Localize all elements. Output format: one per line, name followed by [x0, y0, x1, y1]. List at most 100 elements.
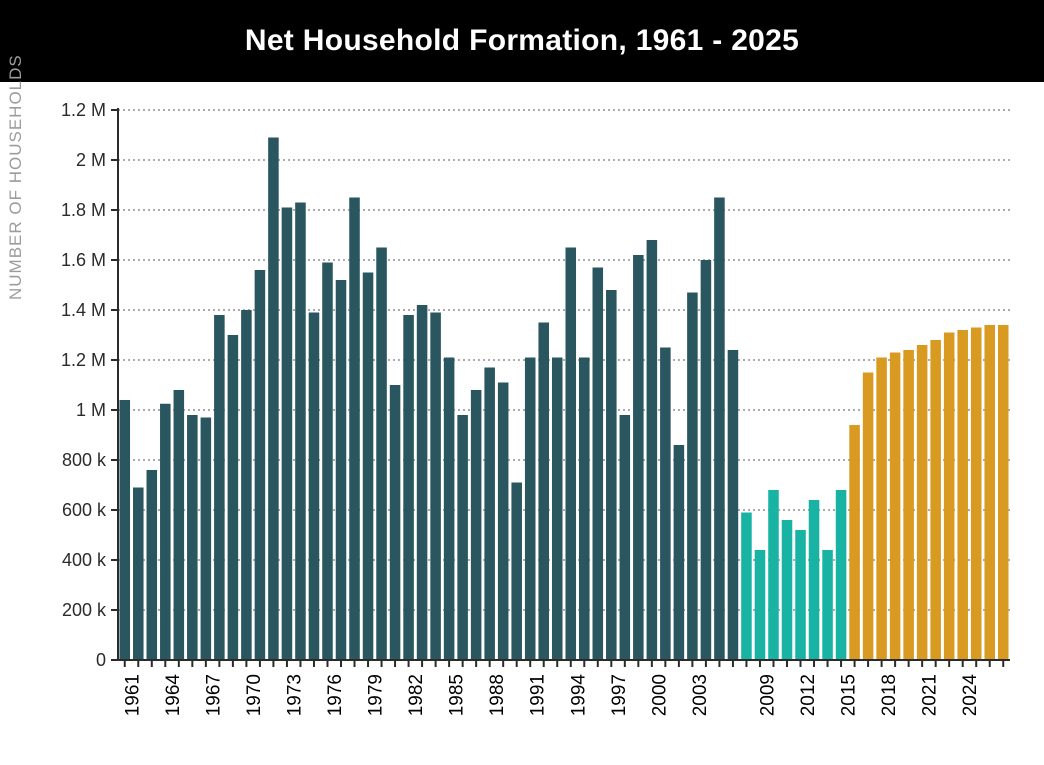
bar [957, 330, 968, 660]
x-tick-label: 2000 [649, 674, 670, 716]
y-tick-label: 1 M [76, 400, 106, 420]
x-tick-label: 1985 [447, 674, 468, 716]
bar [687, 293, 698, 661]
x-tick-label: 1994 [568, 674, 589, 717]
x-tick-label: 1973 [284, 674, 305, 716]
bar [119, 400, 130, 660]
bar [593, 268, 604, 661]
bar [876, 358, 887, 661]
bar [214, 315, 225, 660]
bar [606, 290, 617, 660]
bar [930, 340, 941, 660]
bar [768, 490, 779, 660]
y-tick-label: 0 [96, 650, 106, 670]
bar [147, 470, 158, 660]
x-tick-label: 1982 [406, 674, 427, 716]
bar [174, 390, 185, 660]
y-tick-label: 1.6 M [61, 250, 106, 270]
bar [795, 530, 806, 660]
bar [903, 350, 914, 660]
y-tick-label: 200 k [62, 600, 107, 620]
y-tick-label: 800 k [62, 450, 107, 470]
x-tick-label: 2018 [879, 674, 900, 716]
bar [849, 425, 860, 660]
bar [714, 198, 725, 661]
bar [255, 270, 266, 660]
bar [282, 208, 293, 661]
bar [484, 368, 495, 661]
bar [552, 358, 563, 661]
x-tick-label: 1961 [122, 674, 143, 716]
x-tick-label: 1967 [203, 674, 224, 716]
bar [417, 305, 428, 660]
bar [498, 383, 509, 661]
y-tick-label: 1.2 M [61, 100, 106, 120]
x-tick-label: 2024 [960, 674, 981, 717]
x-tick-label: 2009 [757, 674, 778, 716]
bar [403, 315, 414, 660]
chart-area: 0 200 k 400 k 600 k 800 k 1 M 1.2 M 1.4 M 1.6 M 1… [0, 82, 1044, 765]
bar [376, 248, 387, 661]
bar [538, 323, 549, 661]
x-tick-label: 2015 [839, 674, 860, 716]
bar [430, 313, 441, 661]
y-tick-label: 1.4 M [61, 300, 106, 320]
bar [741, 513, 752, 661]
bar [471, 390, 482, 660]
bar [295, 203, 306, 661]
bar [647, 240, 658, 660]
bar [565, 248, 576, 661]
bar [674, 445, 685, 660]
x-tick-label: 1979 [366, 674, 387, 716]
title-bar: Net Household Formation, 1961 - 2025 [0, 0, 1044, 82]
bar [782, 520, 793, 660]
x-tick-label: 2012 [798, 674, 819, 716]
bar [511, 483, 522, 661]
bar [349, 198, 360, 661]
bar [322, 263, 333, 661]
y-tick-label: 1.2 M [61, 350, 106, 370]
bar [187, 415, 198, 660]
x-tick-label: 2003 [690, 674, 711, 716]
bar [809, 500, 820, 660]
bar [579, 358, 590, 661]
bar [160, 404, 171, 660]
bar [728, 350, 739, 660]
chart-title: Net Household Formation, 1961 - 2025 [245, 24, 799, 58]
y-tick-label: 2 M [76, 150, 106, 170]
bar [268, 138, 279, 661]
x-tick-label: 1988 [487, 674, 508, 716]
y-tick-label: 1.8 M [61, 200, 106, 220]
bar [917, 345, 928, 660]
bar [998, 325, 1009, 660]
bar [660, 348, 671, 661]
bar [863, 373, 874, 661]
x-tick-label: 1964 [163, 674, 184, 717]
bar [309, 313, 320, 661]
bar [241, 310, 252, 660]
bar [620, 415, 631, 660]
bar [984, 325, 995, 660]
bar [755, 550, 766, 660]
bar [363, 273, 374, 661]
bar [390, 385, 401, 660]
x-tick-label: 1997 [609, 674, 630, 716]
bar [971, 328, 982, 661]
bar [633, 255, 644, 660]
bar [525, 358, 536, 661]
bar [836, 490, 847, 660]
bar [944, 333, 955, 661]
y-tick-label: 600 k [62, 500, 107, 520]
chart-svg: 0 200 k 400 k 600 k 800 k 1 M 1.2 M 1.4 M 1.6 M 1… [0, 82, 1044, 765]
x-tick-label: 1991 [528, 674, 549, 716]
bar [228, 335, 239, 660]
bar [457, 415, 468, 660]
x-tick-label: 2021 [920, 674, 941, 716]
bar [701, 260, 712, 660]
bar [444, 358, 455, 661]
bar [822, 550, 833, 660]
bar [201, 418, 212, 661]
y-tick-label: 400 k [62, 550, 107, 570]
bar [133, 488, 144, 661]
x-tick-label: 1970 [244, 674, 265, 716]
